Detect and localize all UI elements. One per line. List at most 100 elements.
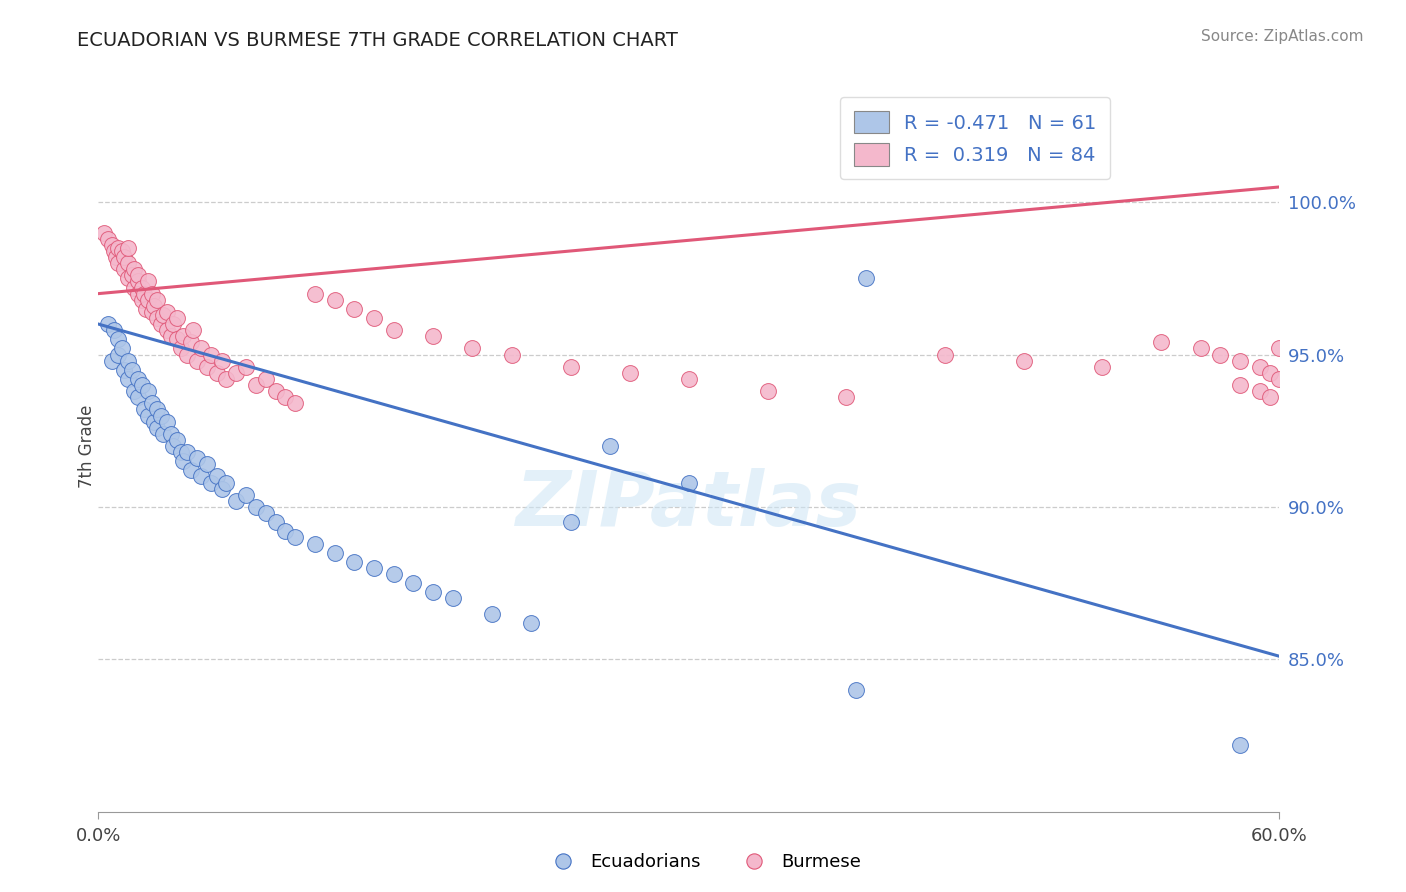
Point xyxy=(274,390,297,404)
Point xyxy=(146,293,169,307)
Point xyxy=(382,323,405,337)
Point xyxy=(107,332,129,346)
Point xyxy=(166,332,188,346)
Point xyxy=(245,378,267,392)
Point xyxy=(363,311,385,326)
Point xyxy=(121,268,143,283)
Point xyxy=(1258,366,1281,380)
Point xyxy=(1012,353,1035,368)
Point xyxy=(1229,378,1251,392)
Point xyxy=(156,305,179,319)
Point xyxy=(122,280,145,294)
Point xyxy=(127,275,149,289)
Point xyxy=(205,469,228,483)
Point xyxy=(142,415,165,429)
Point xyxy=(122,384,145,399)
Point xyxy=(111,342,134,356)
Point xyxy=(481,607,503,621)
Point xyxy=(127,372,149,386)
Point xyxy=(103,244,125,258)
Point xyxy=(150,409,173,423)
Point xyxy=(93,226,115,240)
Point xyxy=(190,342,212,356)
Point xyxy=(323,293,346,307)
Point xyxy=(934,348,956,362)
Point xyxy=(363,561,385,575)
Point xyxy=(225,366,247,380)
Point xyxy=(1229,353,1251,368)
Point xyxy=(131,378,153,392)
Point xyxy=(402,576,425,591)
Point xyxy=(111,244,134,258)
Point xyxy=(382,567,405,582)
Point xyxy=(195,359,218,374)
Legend: Ecuadorians, Burmese: Ecuadorians, Burmese xyxy=(537,847,869,879)
Point xyxy=(136,293,159,307)
Point xyxy=(131,293,153,307)
Point xyxy=(1229,738,1251,752)
Point xyxy=(127,286,149,301)
Point xyxy=(180,463,202,477)
Point xyxy=(170,445,193,459)
Point xyxy=(186,451,208,466)
Point xyxy=(156,323,179,337)
Point xyxy=(136,275,159,289)
Point xyxy=(422,329,444,343)
Point xyxy=(1091,359,1114,374)
Point xyxy=(107,241,129,255)
Point xyxy=(150,317,173,331)
Point xyxy=(1268,342,1291,356)
Point xyxy=(160,426,183,441)
Point xyxy=(101,238,124,252)
Point xyxy=(284,396,307,410)
Point xyxy=(211,482,233,496)
Point xyxy=(441,591,464,606)
Point xyxy=(122,262,145,277)
Point xyxy=(200,348,222,362)
Point xyxy=(117,241,139,255)
Point xyxy=(166,311,188,326)
Point xyxy=(1249,384,1271,399)
Point xyxy=(112,262,135,277)
Point xyxy=(195,458,218,472)
Point xyxy=(501,348,523,362)
Point xyxy=(855,271,877,285)
Point xyxy=(97,232,120,246)
Point xyxy=(136,384,159,399)
Point xyxy=(422,585,444,599)
Point xyxy=(599,439,621,453)
Point xyxy=(560,515,582,529)
Point xyxy=(146,311,169,326)
Point xyxy=(274,524,297,539)
Point xyxy=(117,271,139,285)
Point xyxy=(461,342,484,356)
Point xyxy=(186,353,208,368)
Point xyxy=(131,280,153,294)
Point xyxy=(146,421,169,435)
Point xyxy=(1189,342,1212,356)
Point xyxy=(1209,348,1232,362)
Point xyxy=(235,488,257,502)
Point xyxy=(135,301,157,316)
Point xyxy=(678,475,700,490)
Text: ECUADORIAN VS BURMESE 7TH GRADE CORRELATION CHART: ECUADORIAN VS BURMESE 7TH GRADE CORRELAT… xyxy=(77,31,678,50)
Point xyxy=(141,396,163,410)
Point xyxy=(103,323,125,337)
Point xyxy=(101,353,124,368)
Point xyxy=(172,454,194,468)
Point xyxy=(225,494,247,508)
Point xyxy=(112,363,135,377)
Point xyxy=(619,366,641,380)
Text: Source: ZipAtlas.com: Source: ZipAtlas.com xyxy=(1201,29,1364,44)
Point xyxy=(845,682,868,697)
Point xyxy=(146,402,169,417)
Point xyxy=(264,515,287,529)
Point xyxy=(835,390,858,404)
Point xyxy=(166,433,188,447)
Point xyxy=(136,409,159,423)
Y-axis label: 7th Grade: 7th Grade xyxy=(79,404,96,488)
Point xyxy=(152,308,174,322)
Legend: R = -0.471   N = 61, R =  0.319   N = 84: R = -0.471 N = 61, R = 0.319 N = 84 xyxy=(841,97,1111,179)
Point xyxy=(284,531,307,545)
Point xyxy=(343,301,366,316)
